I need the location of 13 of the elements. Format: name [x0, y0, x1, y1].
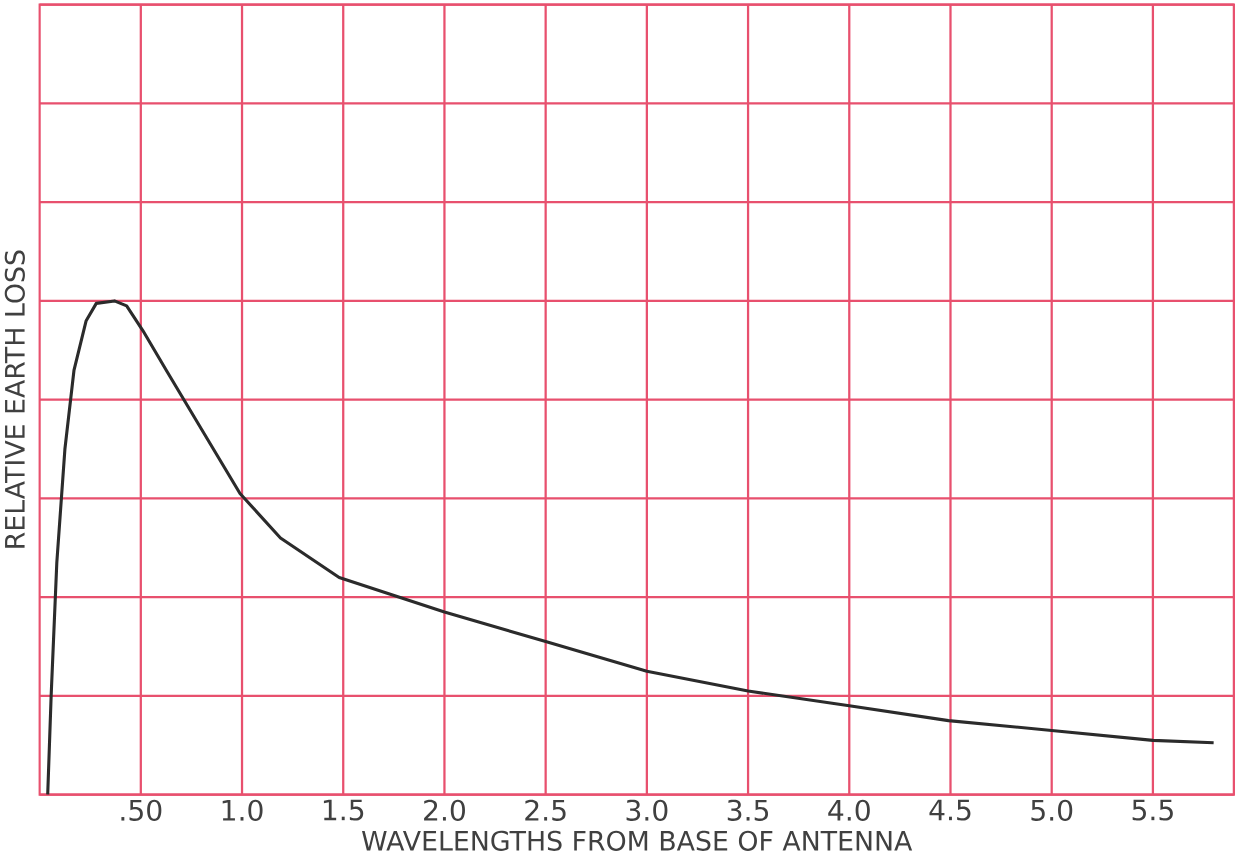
x-tick-label: 3.5 [727, 799, 769, 822]
x-tick-label: 4.5 [929, 799, 971, 821]
x-tick-label: 5.0 [1031, 799, 1073, 822]
x-tick-label: 4.0 [828, 799, 870, 822]
x-tick-label: 1.0 [222, 799, 263, 822]
x-tick-label: 1.5 [323, 799, 364, 821]
x-axis-title: WAVELENGTHS FROM BASE OF ANTENNA [362, 830, 913, 852]
x-tick-label: 2.5 [525, 799, 566, 822]
y-axis-title: RELATIVE EARTH LOSS [4, 250, 25, 548]
x-tick-label: 5.5 [1132, 799, 1173, 821]
x-tick-label: .50 [121, 799, 162, 822]
x-tick-label: 2.0 [424, 799, 465, 822]
x-tick-label: 3.0 [626, 799, 668, 822]
